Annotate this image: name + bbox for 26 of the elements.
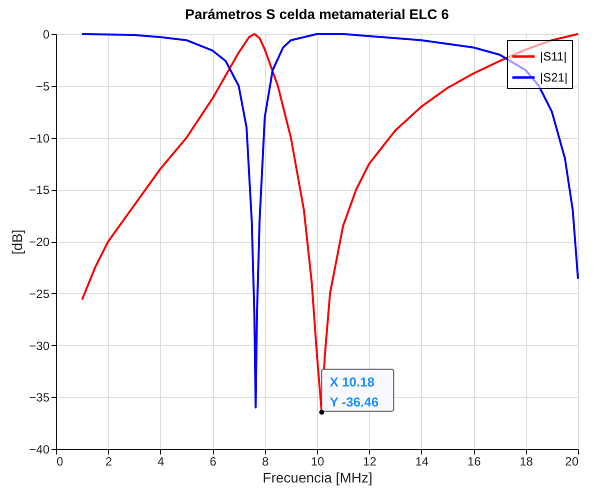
y-tick-label: −10 xyxy=(29,131,50,146)
y-tick-label: −40 xyxy=(29,442,50,456)
annotation: X 10.18 Y -36.46 xyxy=(330,374,379,410)
legend-label: |S11| xyxy=(540,50,567,64)
x-tick-label: 16 xyxy=(467,454,482,468)
y-tick-label: −5 xyxy=(36,79,50,94)
y-tick-label: 0 xyxy=(42,28,50,42)
y-tick-label: −35 xyxy=(29,390,50,405)
legend-label: |S21| xyxy=(540,70,568,84)
x-tick-label: 18 xyxy=(520,454,534,468)
chart-title: Parámetros S celda metamaterial ELC 6 xyxy=(185,6,450,22)
y-tick-label: −30 xyxy=(29,338,50,353)
x-tick-label: 8 xyxy=(262,454,269,468)
x-tick-label: 14 xyxy=(415,454,429,468)
x-tick-label: 12 xyxy=(363,454,377,468)
x-tick-label: 0 xyxy=(56,454,64,468)
y-tick-label: −25 xyxy=(29,286,50,301)
x-axis-title: Frecuencia [MHz] xyxy=(262,470,372,486)
y-tick-label: −20 xyxy=(29,235,50,249)
x-tick-label: 6 xyxy=(210,454,217,468)
x-tick-label: 20 xyxy=(565,454,579,468)
x-tick-label: 2 xyxy=(105,454,112,468)
y-axis-title: [dB] xyxy=(9,230,26,254)
x-tick-label: 10 xyxy=(310,454,324,468)
x-tick-label: 4 xyxy=(158,454,165,468)
y-tick-label: −15 xyxy=(29,183,50,198)
